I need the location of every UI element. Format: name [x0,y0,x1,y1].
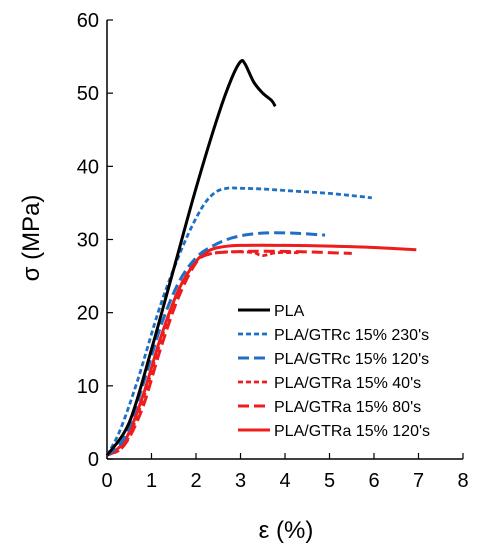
x-tick-label: 1 [146,470,157,492]
axes-group [106,19,464,460]
y-tick-label: 10 [77,376,99,398]
y-axis-title: σ (MPa) [18,195,45,282]
y-tick-label: 0 [88,449,99,471]
x-tick-label: 2 [190,470,201,492]
x-tick-label: 3 [235,470,246,492]
x-tick-label: 8 [457,470,468,492]
series-line-0 [105,58,277,457]
legend-label-4: PLA/GTRa 15% 80's [274,399,421,416]
tick-labels-group: 0 10 20 30 40 50 60 0 1 2 3 4 5 6 7 8 [77,10,469,492]
y-tick-label: 40 [77,156,99,178]
legend-label-2: PLA/GTRc 15% 120's [274,351,429,368]
series-line-1 [105,186,372,456]
legend-label-5: PLA/GTRa 15% 120's [274,423,430,440]
x-axis-title: ε (%) [259,517,314,544]
legend-label-3: PLA/GTRa 15% 40's [274,375,421,392]
y-tick-label: 50 [77,83,99,105]
y-tick-label: 60 [77,10,99,32]
y-tick-label: 20 [77,303,99,325]
legend: PLA PLA/GTRc 15% 230's PLA/GTRc 15% 120's P… [238,303,430,440]
x-tick-label: 5 [324,470,335,492]
y-tick-label: 30 [77,230,99,252]
x-tick-label: 0 [101,470,112,492]
series-group [105,58,417,457]
series-line-3 [106,250,299,457]
x-tick-label: 7 [413,470,424,492]
legend-label-0: PLA [274,303,305,320]
x-tick-label: 4 [279,470,290,492]
series-line-2 [105,231,326,457]
x-tick-label: 6 [368,470,379,492]
legend-label-1: PLA/GTRc 15% 230's [274,327,429,344]
